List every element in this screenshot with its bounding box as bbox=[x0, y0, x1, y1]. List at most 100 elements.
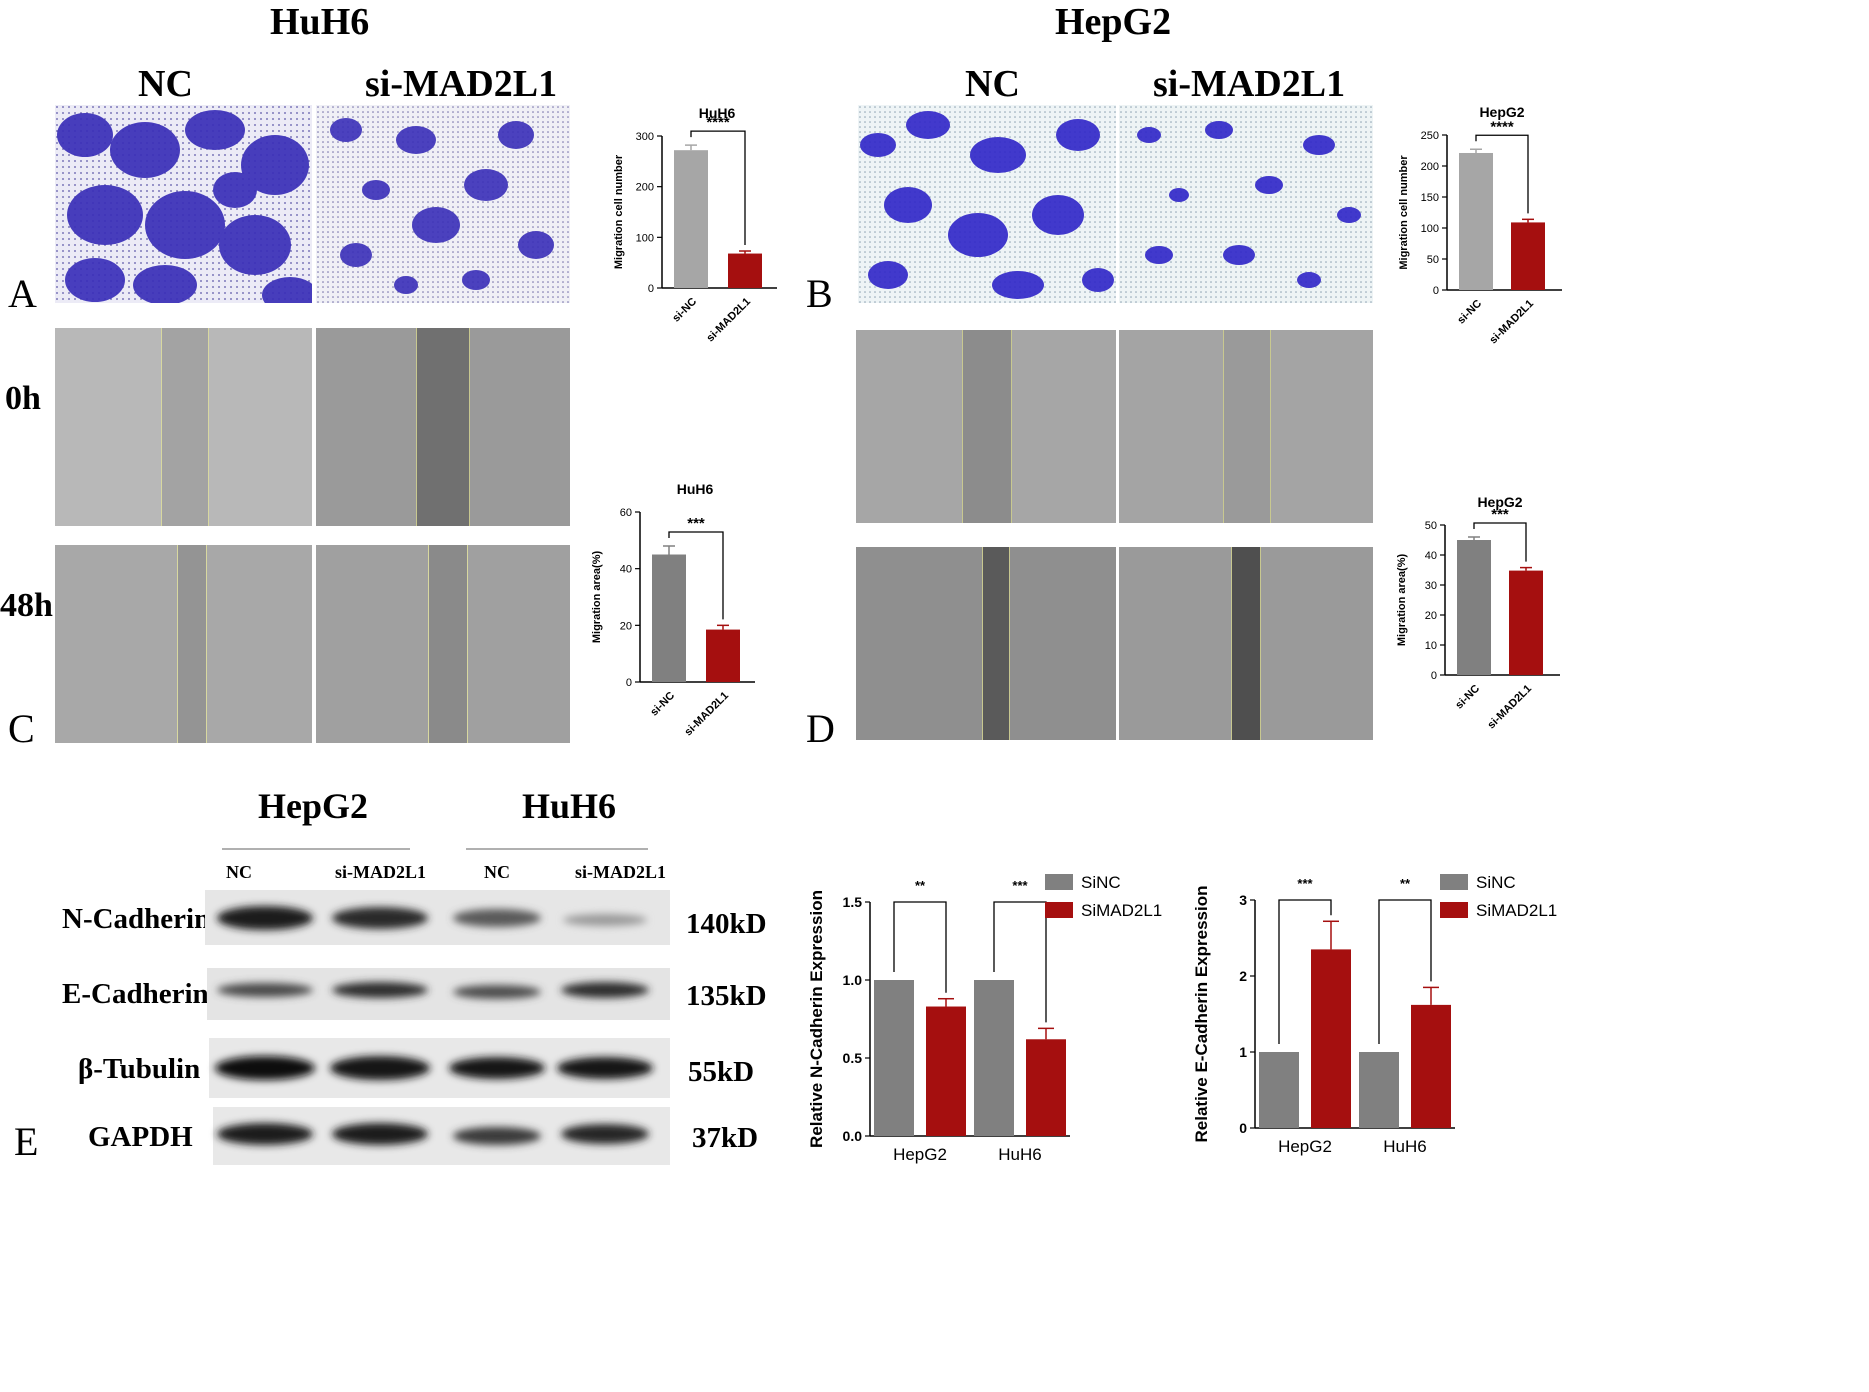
bar-SiMAD2L1-HuH6 bbox=[1026, 1039, 1066, 1136]
x-tick-label: HuH6 bbox=[998, 1145, 1041, 1164]
wound-hepg2-nc-0h-image bbox=[856, 330, 1116, 523]
legend-swatch bbox=[1440, 902, 1468, 918]
y-tick-label: 20 bbox=[620, 620, 632, 632]
western-blot-image bbox=[205, 890, 670, 1165]
wound-huh6-nc-48h-image bbox=[55, 545, 312, 743]
bar-si-NC bbox=[674, 150, 708, 288]
time-48h-label: 48h bbox=[0, 587, 53, 624]
bar-SiNC-HuH6 bbox=[1359, 1052, 1399, 1128]
y-tick-label: 300 bbox=[636, 131, 654, 143]
panel-letter-c: C bbox=[8, 706, 35, 751]
significance-bracket bbox=[690, 130, 746, 246]
blot-row-label-n-cadherin: N-Cadherin bbox=[62, 903, 211, 935]
y-axis-label: Migration area(%) bbox=[591, 551, 603, 644]
y-tick-label: 1.0 bbox=[843, 972, 863, 988]
y-tick-label: 0 bbox=[626, 677, 632, 689]
lane-label-1: NC bbox=[226, 862, 252, 882]
chart-e2-e-cadherin: 0 1 2 3 Relative E-Cadherin Expression HepG2 *… bbox=[1192, 873, 1557, 1156]
wound-hepg2-nc-48h-image bbox=[856, 547, 1116, 740]
significance-bracket bbox=[893, 901, 947, 993]
y-tick-label: 150 bbox=[1421, 192, 1439, 204]
chart-title: HepG2 bbox=[1479, 104, 1524, 120]
wound-huh6-nc-0h-image bbox=[55, 328, 312, 526]
kd-gapdh: 37kD bbox=[692, 1122, 759, 1154]
bar-si-NC bbox=[652, 554, 686, 682]
y-axis-label: Relative N-Cadherin Expression bbox=[807, 890, 826, 1148]
y-tick-label: 60 bbox=[620, 507, 632, 519]
significance-label: **** bbox=[706, 114, 730, 131]
chart-d-hepg2-wound: HepG2 0 10 20 30 40 50 Migration area(%) si-NC si… bbox=[1396, 494, 1560, 731]
y-tick-label: 200 bbox=[1421, 161, 1439, 173]
y-tick-label: 3 bbox=[1239, 892, 1247, 908]
y-tick-label: 30 bbox=[1425, 580, 1437, 592]
significance-label: *** bbox=[1491, 506, 1509, 523]
bar-si-MAD2L1 bbox=[1511, 222, 1545, 290]
bar-si-MAD2L1 bbox=[1509, 570, 1543, 675]
x-tick-label: HepG2 bbox=[893, 1145, 947, 1164]
hepg2-si-label: si-MAD2L1 bbox=[1153, 63, 1346, 105]
x-tick-label: si-NC bbox=[648, 690, 677, 719]
kd-n-cadherin: 140kD bbox=[686, 908, 767, 940]
blot-row-label-e-cadherin: E-Cadherin bbox=[62, 978, 209, 1010]
y-tick-label: 0.5 bbox=[843, 1050, 863, 1066]
transwell-huh6-nc-image bbox=[55, 105, 312, 303]
y-tick-label: 0.0 bbox=[843, 1128, 863, 1144]
significance-bracket bbox=[1475, 134, 1529, 214]
legend-label: SiNC bbox=[1081, 873, 1121, 892]
panel-letter-a: A bbox=[8, 271, 37, 316]
chart-e1-n-cadherin: 0.0 0.5 1.0 1.5 Relative N-Cadherin Expressi… bbox=[807, 873, 1162, 1164]
y-axis-label: Relative E-Cadherin Expression bbox=[1192, 886, 1211, 1143]
bar-SiMAD2L1-HepG2 bbox=[926, 1006, 966, 1136]
y-tick-label: 2 bbox=[1239, 968, 1247, 984]
significance-label: *** bbox=[1297, 876, 1313, 891]
bar-SiNC-HepG2 bbox=[1259, 1052, 1299, 1128]
hepg2-title: HepG2 bbox=[1055, 1, 1172, 43]
bar-si-NC bbox=[1457, 540, 1491, 675]
significance-label: *** bbox=[687, 515, 705, 532]
bar-si-MAD2L1 bbox=[728, 253, 762, 288]
y-tick-label: 0 bbox=[1239, 1120, 1247, 1136]
y-axis-label: Migration area(%) bbox=[1396, 554, 1408, 647]
transwell-hepg2-si-image bbox=[1119, 105, 1373, 303]
y-tick-label: 100 bbox=[1421, 223, 1439, 235]
y-axis-label: Migration cell number bbox=[1398, 155, 1410, 270]
y-tick-label: 0 bbox=[1431, 670, 1437, 682]
bar-SiMAD2L1-HepG2 bbox=[1311, 949, 1351, 1128]
wound-hepg2-si-0h-image bbox=[1119, 330, 1373, 523]
legend-label: SiMAD2L1 bbox=[1476, 901, 1557, 920]
blot-group-huh6-line bbox=[466, 848, 648, 850]
blot-group-hepg2-line bbox=[222, 848, 410, 850]
blot-group-hepg2: HepG2 bbox=[258, 786, 369, 826]
wound-hepg2-si-48h-image bbox=[1119, 547, 1373, 740]
wound-huh6-si-48h-image bbox=[316, 545, 570, 743]
legend-swatch bbox=[1045, 902, 1073, 918]
panel-letter-e: E bbox=[14, 1119, 39, 1164]
y-tick-label: 0 bbox=[648, 283, 654, 295]
chart-title: HuH6 bbox=[677, 481, 714, 497]
significance-bracket bbox=[1473, 522, 1527, 562]
legend-swatch bbox=[1045, 874, 1073, 890]
significance-bracket bbox=[993, 901, 1047, 1023]
y-tick-label: 100 bbox=[636, 232, 654, 244]
chart-a-huh6-transwell: HuH6 0 100 200 300 Migration cell number si-NC… bbox=[613, 105, 777, 344]
huh6-si-label: si-MAD2L1 bbox=[365, 63, 558, 105]
x-tick-label: si-NC bbox=[1455, 298, 1484, 327]
y-tick-label: 50 bbox=[1425, 520, 1437, 532]
x-tick-label: si-NC bbox=[670, 296, 699, 325]
y-tick-label: 40 bbox=[620, 564, 632, 576]
y-tick-label: 1 bbox=[1239, 1044, 1247, 1060]
panel-letter-b: B bbox=[806, 271, 833, 316]
significance-label: **** bbox=[1490, 118, 1514, 135]
huh6-title: HuH6 bbox=[270, 1, 370, 43]
legend-swatch bbox=[1440, 874, 1468, 890]
lane-label-3: NC bbox=[484, 862, 510, 882]
chart-b-hepg2-transwell: HepG2 0 50 100 150 200 250 Migration cell numbe… bbox=[1398, 104, 1562, 346]
hepg2-nc-label: NC bbox=[965, 63, 1020, 105]
y-tick-label: 10 bbox=[1425, 640, 1437, 652]
bar-SiNC-HuH6 bbox=[974, 980, 1014, 1136]
legend-label: SiMAD2L1 bbox=[1081, 901, 1162, 920]
kd-e-cadherin: 135kD bbox=[686, 980, 767, 1012]
legend-label: SiNC bbox=[1476, 873, 1516, 892]
y-axis-label: Migration cell number bbox=[613, 154, 625, 269]
bar-si-NC bbox=[1459, 152, 1493, 290]
